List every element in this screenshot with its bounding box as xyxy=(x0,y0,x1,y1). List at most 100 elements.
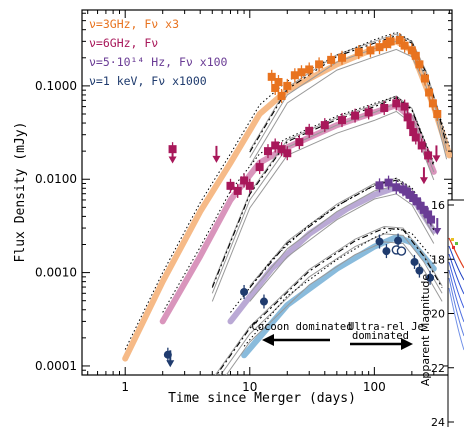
data-point xyxy=(274,78,283,87)
data-point xyxy=(295,138,304,147)
data-point xyxy=(233,186,242,195)
data-point xyxy=(354,48,363,57)
y-tick-label: 0.0010 xyxy=(35,266,77,280)
data-point xyxy=(407,46,416,55)
data-point xyxy=(364,108,373,117)
data-point-open xyxy=(396,246,407,256)
data-point xyxy=(263,147,272,156)
data-point xyxy=(240,176,249,185)
data-point xyxy=(395,36,404,45)
data-point xyxy=(382,247,391,256)
inset-ticks: 16 18 20 22 24 xyxy=(431,199,454,427)
inset-tick-label: 16 xyxy=(431,199,445,212)
data-point xyxy=(426,273,435,282)
data-point xyxy=(416,201,425,210)
annotation-cocoon: Cocoon dominated xyxy=(251,321,353,346)
x-tick-label: 10 xyxy=(242,380,257,394)
data-point xyxy=(428,99,437,108)
legend: ν=3GHz, Fν x3 ν=6GHz, Fν ν=5·10¹⁴ Hz, Fν… xyxy=(89,17,228,88)
arrow-right-head xyxy=(401,338,413,350)
y-axis-label: Flux Density (mJy) xyxy=(13,122,28,263)
data-point xyxy=(425,88,434,97)
model-curve-gray-3-2 xyxy=(214,225,443,375)
model-curve-dashdot-3 xyxy=(215,227,443,375)
data-point xyxy=(386,37,395,46)
upper-limit-arrow-head xyxy=(168,156,177,164)
data-point xyxy=(406,121,415,130)
annotation-jet: Ultra-rel Je dominated xyxy=(348,321,424,350)
model-curve-gray-2-2 xyxy=(249,177,435,287)
data-point xyxy=(424,210,433,219)
data-point xyxy=(375,237,384,246)
data-point xyxy=(277,91,286,100)
data-point xyxy=(245,181,254,190)
data-point xyxy=(283,149,292,158)
x-axis-label: Time since Merger (days) xyxy=(168,391,356,406)
data-point xyxy=(271,83,280,92)
inset-panel: 16 18 20 22 24 Apparent Magnitude xyxy=(419,199,464,427)
legend-entry-xray: ν=1 keV, Fν x1000 xyxy=(89,74,207,88)
data-point xyxy=(327,55,336,64)
data-point xyxy=(417,141,426,150)
data-point xyxy=(351,111,360,120)
data-point xyxy=(421,74,430,83)
data-point xyxy=(267,72,276,81)
data-point xyxy=(315,60,324,69)
legend-entry-optical: ν=5·10¹⁴ Hz, Fν x100 xyxy=(89,55,228,69)
inset-curves xyxy=(448,237,464,351)
data-point xyxy=(400,41,409,50)
data-point xyxy=(375,43,384,52)
data-point xyxy=(402,187,411,196)
data-point xyxy=(259,297,268,306)
data-point xyxy=(411,133,420,142)
data-point xyxy=(338,53,347,62)
data-point xyxy=(305,126,314,135)
data-point xyxy=(410,257,419,266)
data-point xyxy=(409,128,418,137)
data-point xyxy=(338,116,347,125)
data-point xyxy=(392,99,401,108)
data-point xyxy=(433,109,442,118)
data-point xyxy=(320,121,329,130)
arrow-left-head xyxy=(262,334,274,346)
annotation-jet-line1: Ultra-rel Je xyxy=(348,321,424,333)
data-point xyxy=(226,181,235,190)
y-tick-label: 0.0001 xyxy=(35,359,77,373)
plot-area xyxy=(122,31,452,375)
data-point xyxy=(380,103,389,112)
data-point xyxy=(427,215,436,224)
data-point xyxy=(255,163,264,172)
upper-limit-arrow-head xyxy=(432,155,441,163)
data-point xyxy=(403,113,412,122)
y-tick-label: 0.1000 xyxy=(35,79,77,93)
model-curve-gray-3-0 xyxy=(225,241,443,375)
inset-tick-label: 24 xyxy=(431,416,445,427)
data-point xyxy=(394,236,403,245)
data-point xyxy=(411,51,420,60)
data-point xyxy=(366,46,375,55)
data-point xyxy=(384,178,393,187)
data-point xyxy=(415,266,424,275)
upper-limit-arrow-head xyxy=(212,155,221,163)
data-point xyxy=(240,287,249,296)
model-curve-dotted-2 xyxy=(230,177,435,313)
data-point xyxy=(415,60,424,69)
data-point xyxy=(283,81,292,90)
inset-tick-label: 18 xyxy=(431,253,445,266)
data-point xyxy=(375,181,384,190)
model-curve-gray-3-1 xyxy=(220,233,443,375)
model-curve-dashdot-2 xyxy=(249,179,435,288)
annotation-jet-line2: dominated xyxy=(352,330,409,342)
inset-tick-label: 22 xyxy=(431,362,445,375)
axis-ticks: 1 10 100 0.0001 0.0010 0.0100 0.1000 xyxy=(35,10,452,394)
data-point xyxy=(419,205,428,214)
model-curve-gray-2-0 xyxy=(249,193,435,302)
data-point xyxy=(400,102,409,111)
data-points xyxy=(163,33,442,368)
data-point xyxy=(271,141,280,150)
data-point xyxy=(290,71,299,80)
upper-limit-arrow-head xyxy=(433,228,442,236)
data-point xyxy=(413,197,422,206)
data-point xyxy=(277,145,286,154)
